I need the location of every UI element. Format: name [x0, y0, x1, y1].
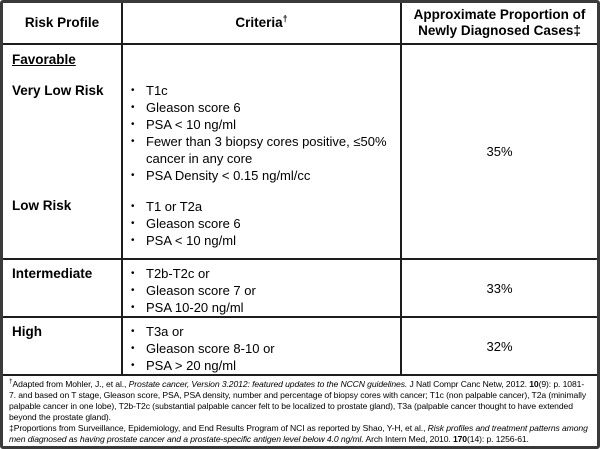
- cell-favorable-criteria: • T1c • Gleason score 6 • PSA < 10 ng/ml • F…: [122, 44, 402, 260]
- bullet-icon: •: [131, 235, 135, 246]
- header-proportion: Approximate Proportion of Newly Diagnose…: [401, 3, 597, 45]
- cell-favorable-risk: Favorable Very Low Risk Low Risk: [3, 44, 123, 260]
- bullet-icon: •: [131, 326, 135, 337]
- criteria-item: • PSA Density < 0.15 ng/ml/cc: [131, 168, 311, 183]
- risk-label-low-risk: Low Risk: [12, 198, 72, 213]
- criteria-item: • T2b-T2c or: [131, 266, 210, 281]
- criteria-list-very-low-risk: • T1c • Gleason score 6 • PSA < 10 ng/ml • F…: [123, 82, 400, 184]
- table-header: Risk Profile Criteria† Approximate Propo…: [3, 3, 597, 45]
- criteria-item: • Gleason score 7 or: [131, 283, 256, 298]
- bullet-icon: •: [131, 302, 135, 313]
- bullet-icon: •: [131, 102, 135, 113]
- criteria-item: • PSA < 10 ng/ml: [131, 117, 236, 132]
- risk-label-high: High: [12, 324, 42, 339]
- bullet-icon: •: [131, 201, 135, 212]
- criteria-list-high: • T3a or • Gleason score 8-10 or • PSA > 20…: [123, 323, 400, 374]
- table-body: Favorable Very Low Risk Low Risk • T1c • G…: [3, 44, 597, 376]
- proportion-value-high: 32%: [401, 317, 597, 376]
- footnote-dagger: †Adapted from Mohler, J., et al., Prosta…: [9, 378, 587, 422]
- criteria-list-intermediate: • T2b-T2c or • Gleason score 7 or • PSA 10-…: [123, 265, 400, 316]
- criteria-item: • PSA < 10 ng/ml: [131, 233, 236, 248]
- criteria-item: • Gleason score 6: [131, 216, 241, 231]
- bullet-icon: •: [131, 119, 135, 130]
- bullet-icon: •: [131, 170, 135, 181]
- dagger-superscript: †: [282, 13, 288, 24]
- double-dagger-marker: ‡: [9, 423, 14, 433]
- criteria-item: • PSA > 20 ng/ml: [131, 358, 236, 373]
- header-proportion-label: Approximate Proportion of Newly Diagnose…: [413, 7, 586, 38]
- bullet-icon: •: [131, 360, 135, 371]
- criteria-list-low-risk: • T1 or T2a • Gleason score 6 • PSA < 10 ng…: [123, 198, 400, 249]
- criteria-item: • T1 or T2a: [131, 199, 203, 214]
- bullet-icon: •: [131, 136, 135, 147]
- proportion-value-intermediate: 33%: [401, 259, 597, 318]
- cell-intermediate-risk: Intermediate: [3, 259, 123, 318]
- header-risk-profile-label: Risk Profile: [24, 15, 100, 30]
- cell-high-risk: High: [3, 317, 123, 376]
- table-row-favorable: Favorable Very Low Risk Low Risk • T1c • G…: [3, 44, 597, 260]
- footnote-double-dagger: ‡Proportions from Surveillance, Epidemio…: [9, 423, 588, 444]
- bullet-icon: •: [131, 268, 135, 279]
- table-row-high: High • T3a or • Gleason score 8-10 or • PSA…: [3, 317, 597, 376]
- criteria-item: • PSA 10-20 ng/ml: [131, 300, 244, 315]
- risk-label-very-low-risk: Very Low Risk: [12, 83, 104, 98]
- cell-high-criteria: • T3a or • Gleason score 8-10 or • PSA > 20…: [122, 317, 402, 376]
- bullet-icon: •: [131, 285, 135, 296]
- cell-intermediate-criteria: • T2b-T2c or • Gleason score 7 or • PSA 10-…: [122, 259, 402, 318]
- bullet-icon: •: [131, 85, 135, 96]
- criteria-item: • Gleason score 8-10 or: [131, 341, 275, 356]
- bullet-icon: •: [131, 343, 135, 354]
- header-risk-profile: Risk Profile: [3, 3, 123, 45]
- criteria-item: • Gleason score 6: [131, 100, 241, 115]
- proportion-value-favorable: 35%: [401, 44, 597, 260]
- footnotes-section: †Adapted from Mohler, J., et al., Prosta…: [3, 376, 597, 446]
- bullet-icon: •: [131, 218, 135, 229]
- criteria-item: • T1c: [131, 83, 168, 98]
- group-label-favorable: Favorable: [12, 52, 76, 67]
- risk-label-intermediate: Intermediate: [12, 266, 93, 281]
- criteria-item: • Fewer than 3 biopsy cores positive, ≤50…: [131, 134, 387, 166]
- dagger-marker: †: [9, 378, 13, 386]
- header-criteria: Criteria†: [122, 3, 402, 45]
- header-row: Risk Profile Criteria† Approximate Propo…: [3, 3, 597, 45]
- header-criteria-label: Criteria: [235, 15, 283, 30]
- criteria-item: • T3a or: [131, 324, 184, 339]
- table-row-intermediate: Intermediate • T2b-T2c or • Gleason score …: [3, 259, 597, 318]
- risk-table: Risk Profile Criteria† Approximate Propo…: [3, 3, 597, 376]
